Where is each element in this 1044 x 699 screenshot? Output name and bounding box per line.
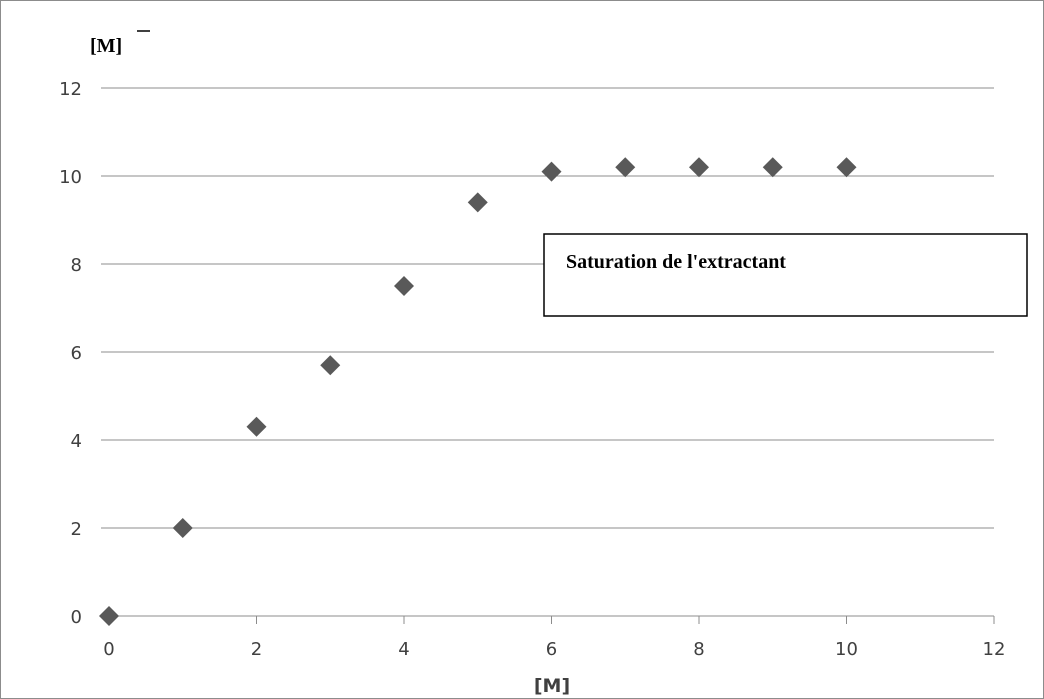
data-point-0-3 xyxy=(320,355,341,376)
x-tick-label-2: 2 xyxy=(251,639,262,660)
data-point-0-9 xyxy=(762,157,783,178)
x-axis-label: [M] xyxy=(534,675,570,697)
y-axis-label: [M] xyxy=(90,35,122,57)
data-point-0-5 xyxy=(467,192,488,213)
y-tick-label-8: 8 xyxy=(71,255,82,276)
y-tick-labels: 0 2 4 6 8 10 12 xyxy=(59,79,82,628)
y-tick-label-4: 4 xyxy=(71,431,82,452)
x-tick-label-4: 4 xyxy=(398,639,409,660)
data-point-0-7 xyxy=(615,157,636,178)
x-tick-label-10: 10 xyxy=(835,639,858,660)
x-tick-labels: 0 2 4 6 8 10 12 xyxy=(103,639,1005,660)
annotation-text: Saturation de l'extractant xyxy=(566,251,786,273)
data-point-0-1 xyxy=(172,518,193,538)
data-point-0-8 xyxy=(689,157,709,178)
x-tick-label-6: 6 xyxy=(546,639,557,660)
y-tick-label-6: 6 xyxy=(71,343,82,364)
data-point-0-0 xyxy=(99,606,119,626)
data-point-0-6 xyxy=(541,161,562,182)
x-tick-label-0: 0 xyxy=(103,639,114,660)
x-tick-label-12: 12 xyxy=(983,639,1006,660)
x-tick-label-8: 8 xyxy=(693,639,704,660)
y-tick-label-0: 0 xyxy=(71,607,82,628)
y-tick-label-2: 2 xyxy=(71,519,82,540)
data-points xyxy=(99,157,857,626)
y-tick-label-10: 10 xyxy=(59,167,82,188)
data-point-0-10 xyxy=(836,157,857,178)
annotation-box xyxy=(543,233,1028,317)
y-tick-label-12: 12 xyxy=(59,79,82,100)
data-point-0-2 xyxy=(246,416,267,437)
data-point-0-4 xyxy=(394,276,414,296)
